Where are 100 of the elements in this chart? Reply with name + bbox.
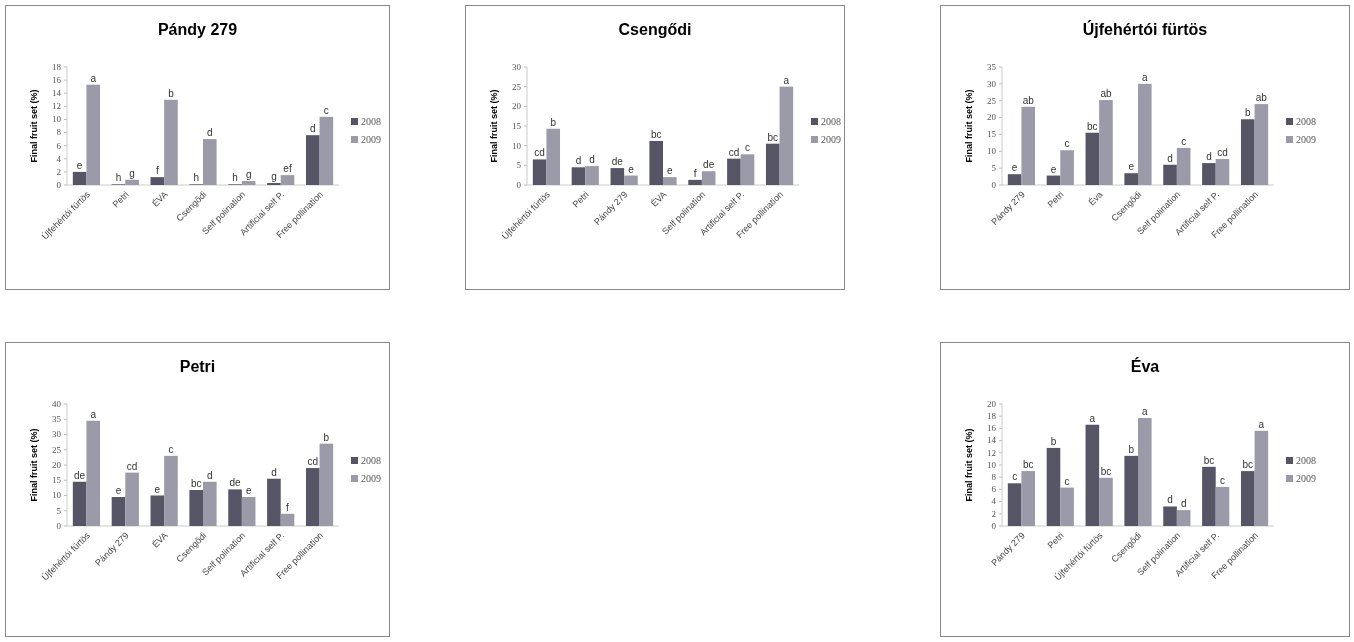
data-label: ab xyxy=(1255,92,1268,104)
data-label: de xyxy=(703,159,715,171)
data-label: cd xyxy=(534,147,545,159)
data-label: e xyxy=(667,165,674,177)
y-tick-label: 14 xyxy=(52,88,62,99)
legend-label: 2008 xyxy=(1296,116,1316,128)
bar xyxy=(1163,506,1177,526)
legend-label: 2008 xyxy=(821,116,841,128)
y-tick-label: 10 xyxy=(52,490,62,501)
bar xyxy=(1046,447,1061,526)
bar xyxy=(1240,119,1255,185)
y-tick-label: 30 xyxy=(512,61,522,72)
y-tick-label: 20 xyxy=(512,101,522,112)
data-label: f xyxy=(155,165,159,177)
bar xyxy=(86,84,101,185)
data-label: cd xyxy=(307,456,319,468)
data-label: c xyxy=(1064,475,1070,487)
data-label: a xyxy=(1089,412,1096,424)
data-label: a xyxy=(90,408,97,420)
bar xyxy=(1163,164,1177,185)
data-label: de xyxy=(74,469,86,481)
bar xyxy=(1138,418,1152,526)
data-label: bc xyxy=(1087,120,1098,132)
bar xyxy=(610,168,625,185)
data-label: bc xyxy=(1203,454,1215,466)
bar xyxy=(1060,150,1074,185)
y-tick-label: 0 xyxy=(991,520,997,531)
bar xyxy=(1176,147,1191,185)
bar xyxy=(585,166,599,185)
y-tick-label: 25 xyxy=(512,81,522,92)
y-tick-label: 0 xyxy=(56,520,62,531)
bar xyxy=(701,171,716,185)
legend-label: 2008 xyxy=(361,116,381,128)
bar xyxy=(1085,424,1100,526)
bar xyxy=(305,135,320,185)
data-label: b xyxy=(323,431,330,443)
bar xyxy=(319,116,334,185)
y-tick-label: 4 xyxy=(991,496,997,507)
bar xyxy=(1085,132,1100,185)
data-label: bc xyxy=(1100,465,1112,477)
data-label: bc xyxy=(1242,459,1254,471)
data-label: ef xyxy=(283,163,292,175)
data-label: d xyxy=(575,155,582,167)
y-tick-label: 35 xyxy=(987,61,997,72)
y-axis-title: Final fruit set (%) xyxy=(29,89,39,163)
bar xyxy=(1099,477,1113,526)
bar xyxy=(624,175,638,185)
legend-label: 2009 xyxy=(821,134,841,146)
data-label: e xyxy=(154,483,161,495)
data-label: ab xyxy=(1022,94,1035,106)
data-label: f xyxy=(286,501,290,513)
bar xyxy=(280,175,295,185)
y-tick-label: 20 xyxy=(987,398,997,409)
data-label: e xyxy=(115,485,122,497)
bar xyxy=(1099,100,1113,185)
data-label: c xyxy=(1012,471,1018,483)
bar xyxy=(1021,471,1036,526)
y-tick-label: 14 xyxy=(987,435,997,446)
data-label: e xyxy=(1050,163,1057,175)
data-label: h xyxy=(115,172,122,184)
bar xyxy=(1215,159,1230,185)
y-tick-label: 10 xyxy=(987,459,997,470)
bar xyxy=(1007,174,1022,185)
y-tick-label: 2 xyxy=(991,508,996,519)
bar xyxy=(1202,466,1216,526)
y-tick-label: 10 xyxy=(52,114,62,125)
y-tick-label: 4 xyxy=(56,153,62,164)
bar xyxy=(1202,163,1216,185)
chart-title: Újfehértói fürtös xyxy=(1082,20,1208,38)
data-label: a xyxy=(1142,406,1149,418)
data-label: b xyxy=(550,116,557,128)
bar xyxy=(150,177,165,185)
bar xyxy=(72,171,87,185)
data-label: d xyxy=(1206,151,1212,163)
y-axis-title: Final fruit set (%) xyxy=(964,428,974,502)
chart-title: Éva xyxy=(1130,357,1160,375)
data-label: c xyxy=(168,443,174,455)
bar xyxy=(1254,104,1269,185)
bar xyxy=(203,139,217,185)
data-label: cd xyxy=(1217,147,1228,159)
data-label: e xyxy=(245,485,252,497)
bar xyxy=(1254,430,1269,526)
legend-label: 2009 xyxy=(361,473,381,485)
chart-title: Csengődi xyxy=(618,21,692,38)
legend-label: 2009 xyxy=(361,134,381,146)
bar xyxy=(1060,487,1074,526)
bar xyxy=(164,455,178,526)
legend-label: 2008 xyxy=(1296,455,1316,467)
data-label: e xyxy=(76,159,83,171)
bar xyxy=(125,472,139,526)
y-tick-label: 6 xyxy=(56,140,62,151)
bar xyxy=(86,420,101,526)
data-label: a xyxy=(1258,418,1265,430)
data-label: c xyxy=(323,104,329,116)
x-tick-label: Éva xyxy=(1086,189,1105,208)
y-tick-label: 20 xyxy=(987,112,997,123)
bar xyxy=(280,513,295,526)
y-tick-label: 30 xyxy=(52,429,62,440)
y-tick-label: 0 xyxy=(516,179,522,190)
legend-label: 2009 xyxy=(1296,134,1316,146)
